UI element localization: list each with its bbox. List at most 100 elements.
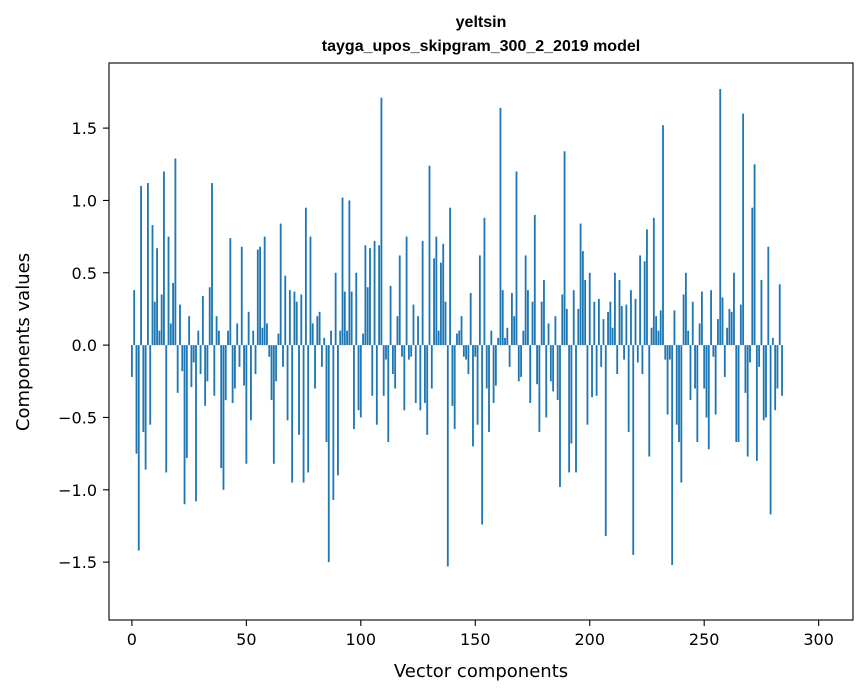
bar [137,345,140,551]
y-tick-label: −0.5 [58,408,97,427]
bar [279,223,282,346]
bar [481,345,484,525]
bar [474,345,477,357]
bar [781,345,783,396]
bar [744,345,747,393]
bar [268,345,271,357]
bar [373,240,376,346]
bar [513,316,516,346]
bar-series [130,89,783,567]
bar [678,345,680,443]
bar [277,333,280,346]
bar [522,330,525,346]
bar [488,345,490,432]
bar [584,280,587,346]
bar [188,316,191,346]
bar [476,345,479,425]
bar [298,345,300,435]
bar [254,345,257,375]
bar [185,345,188,458]
bar [504,337,506,346]
bar [366,287,369,346]
bar [707,345,710,450]
bar [236,323,239,346]
bar [247,311,250,346]
x-tick-label: 150 [460,630,491,649]
bar [355,272,358,346]
x-tick-label: 200 [574,630,605,649]
bar [206,345,209,382]
bar [655,316,658,346]
bar [705,345,708,418]
bar [765,345,767,418]
bar [192,345,195,363]
bar [668,345,671,360]
bar [609,301,612,346]
bar [694,345,696,389]
chart-subtitle: tayga_upos_skipgram_300_2_2019 model [322,38,640,55]
bar [714,345,717,415]
bar [147,183,149,346]
bar [604,345,607,537]
x-tick-label: 0 [127,630,137,649]
bar [691,301,694,346]
bar [618,280,621,346]
bar [465,345,468,360]
bar [421,240,424,346]
y-tick-label: 0.0 [72,336,97,355]
bar [453,345,456,430]
bar [753,164,756,346]
bar [703,345,706,389]
bar [204,345,207,406]
bar [460,316,463,346]
bar [231,345,234,403]
bar [380,97,383,346]
y-tick-label: −1.0 [58,481,97,500]
bar [183,345,186,505]
bar [163,171,165,346]
y-tick-label: 1.0 [72,191,97,210]
bar [485,345,488,389]
bar [746,345,749,457]
bar [643,261,646,346]
bar [767,246,770,346]
bar [650,327,653,346]
bar [735,345,738,443]
bar [227,330,229,346]
bar [515,171,518,346]
bar [577,308,580,346]
bar [456,333,458,346]
bar [478,255,481,346]
bar [737,345,740,443]
bar [316,316,319,346]
bar [304,207,307,346]
bar [346,330,348,346]
bar [501,290,504,346]
bar [318,311,321,346]
bar [671,345,674,566]
bar [199,345,202,375]
bar [717,319,719,346]
bar [554,316,557,346]
bar [494,345,497,386]
bar [435,236,438,346]
bar [295,301,298,346]
bar [712,345,715,357]
bar [659,310,662,346]
bar [195,345,197,502]
bar [327,345,330,563]
bar [359,345,362,418]
bar [696,345,699,443]
bar [387,345,390,443]
bar [240,246,243,346]
bar [179,304,181,346]
bar [662,125,664,346]
bar [730,311,733,346]
bar [300,294,303,346]
bar [140,185,142,346]
bar [325,345,328,443]
bar [506,327,509,346]
bar [282,345,284,367]
bar [769,345,772,515]
bar [739,304,742,346]
